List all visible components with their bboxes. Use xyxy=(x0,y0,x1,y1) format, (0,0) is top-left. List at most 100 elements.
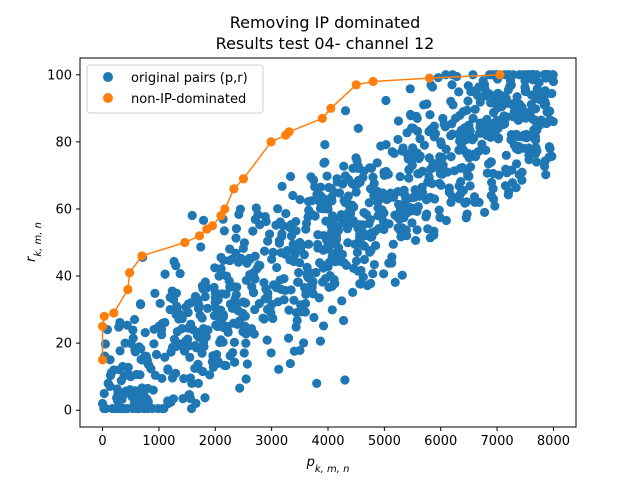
data-point xyxy=(486,191,496,201)
data-point xyxy=(212,321,223,332)
data-point xyxy=(185,373,196,383)
data-point xyxy=(163,364,173,374)
data-point xyxy=(469,133,479,143)
data-point xyxy=(315,336,326,346)
data-point xyxy=(378,216,388,226)
data-point xyxy=(179,346,190,356)
data-point xyxy=(514,141,524,152)
frontier-point xyxy=(216,211,226,221)
data-point xyxy=(404,173,414,183)
data-point xyxy=(318,204,329,214)
frontier-point xyxy=(180,237,190,248)
data-point xyxy=(532,157,542,167)
data-point xyxy=(266,348,276,358)
data-point xyxy=(171,301,182,311)
data-point xyxy=(502,168,512,178)
data-point xyxy=(509,98,519,109)
data-point xyxy=(542,106,552,116)
data-point xyxy=(410,235,421,246)
data-point xyxy=(478,76,488,86)
data-point xyxy=(332,177,342,187)
data-point xyxy=(340,171,351,181)
data-point xyxy=(436,140,446,150)
frontier-point xyxy=(326,103,336,113)
data-point xyxy=(274,236,284,246)
data-point xyxy=(165,292,175,303)
frontier-point xyxy=(220,204,230,214)
data-point xyxy=(351,219,362,229)
data-point xyxy=(306,172,316,182)
data-point xyxy=(312,189,322,199)
data-point xyxy=(339,161,349,171)
data-point xyxy=(490,126,500,136)
data-point xyxy=(422,99,432,109)
data-point xyxy=(404,165,414,175)
data-point xyxy=(150,370,160,381)
data-point xyxy=(112,384,122,394)
data-point xyxy=(353,123,363,133)
data-point xyxy=(309,312,319,323)
data-point xyxy=(210,297,220,307)
data-point xyxy=(381,95,391,106)
data-point xyxy=(268,313,278,324)
data-point xyxy=(158,403,168,414)
data-point xyxy=(240,298,251,308)
frontier-point xyxy=(97,355,108,365)
data-point xyxy=(197,348,207,358)
data-point xyxy=(349,263,359,273)
data-point xyxy=(150,288,160,298)
data-point xyxy=(488,107,499,118)
data-point xyxy=(284,305,294,315)
data-point xyxy=(212,349,222,360)
data-point xyxy=(503,85,513,95)
data-point xyxy=(155,298,165,309)
data-point xyxy=(209,282,219,292)
x-tick-label: 8000 xyxy=(537,434,570,449)
data-point xyxy=(423,224,433,234)
data-point xyxy=(462,149,472,159)
data-point xyxy=(198,323,209,334)
legend-box xyxy=(86,64,264,114)
data-point xyxy=(369,190,379,201)
frontier-point xyxy=(284,127,294,137)
data-point xyxy=(324,182,334,193)
data-point xyxy=(486,177,497,187)
data-point xyxy=(406,111,416,121)
data-point xyxy=(241,338,251,348)
data-point xyxy=(540,156,550,166)
data-point xyxy=(248,226,258,236)
data-point xyxy=(185,352,195,363)
data-point xyxy=(387,258,397,268)
legend-label-non-ip-dominated: non-IP-dominated xyxy=(131,92,246,107)
data-point xyxy=(366,278,376,289)
data-point xyxy=(272,262,282,273)
data-point xyxy=(302,262,312,272)
x-axis-ticks: 0 1000 2000 3000 4000 5000 6000 7000 8000 xyxy=(98,427,570,449)
data-point xyxy=(493,133,503,143)
data-point xyxy=(379,269,389,279)
data-point xyxy=(482,168,492,178)
data-point xyxy=(193,359,203,369)
data-point xyxy=(288,190,298,201)
data-point xyxy=(461,135,471,145)
data-point xyxy=(441,215,451,226)
frontier-point xyxy=(424,73,435,83)
data-point xyxy=(447,80,457,90)
data-point xyxy=(283,333,294,343)
data-point xyxy=(427,178,437,189)
data-point xyxy=(373,203,383,213)
data-point xyxy=(343,238,353,248)
data-point xyxy=(390,277,400,287)
data-point xyxy=(179,373,189,384)
data-point xyxy=(340,106,351,116)
series-original-pairs xyxy=(97,70,559,414)
data-point xyxy=(348,287,358,298)
data-point xyxy=(356,265,366,276)
data-point xyxy=(470,104,480,114)
data-point xyxy=(295,195,305,205)
data-point xyxy=(534,78,544,88)
data-point xyxy=(425,110,435,120)
data-point xyxy=(349,202,359,212)
data-point xyxy=(379,167,389,178)
x-tick-label: 3000 xyxy=(255,434,288,449)
